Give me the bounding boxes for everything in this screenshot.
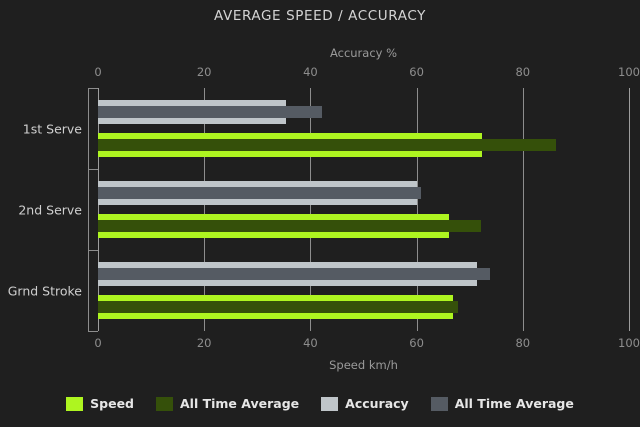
chart-legend: Speed All Time Average Accuracy All Time Av… [0, 396, 640, 411]
speed-ata-bar-2 [98, 301, 459, 313]
chart-title: AVERAGE SPEED / ACCURACY [214, 8, 426, 24]
accuracy-ata-bar-0 [98, 106, 323, 118]
category-label-grnd-stroke: Grnd Stroke [7, 283, 82, 298]
bottom-axis-title: Speed km/h [329, 358, 398, 372]
legend-label-0: Speed [90, 396, 134, 411]
gridline-80 [522, 88, 524, 331]
bottom-axis-tick-0: 0 [94, 336, 102, 350]
gridline-20 [204, 88, 206, 331]
accuracy-ata-bar-1 [98, 187, 421, 199]
legend-label-3: All Time Average [454, 396, 574, 411]
legend-item-1[interactable]: All Time Average [156, 396, 299, 411]
accuracy-ata-bar-2 [98, 268, 490, 280]
legend-swatch-icon-3 [430, 396, 448, 411]
legend-swatch-icon-0 [66, 396, 84, 411]
gridline-0 [98, 88, 99, 331]
speed-bar-1 [98, 214, 449, 220]
category-tick-2 [88, 250, 98, 251]
legend-item-0[interactable]: Speed [66, 396, 134, 411]
accuracy-bar-2 [98, 262, 478, 268]
legend-item-2[interactable]: Accuracy [321, 396, 409, 411]
legend-label-2: Accuracy [345, 396, 409, 411]
legend-label-1: All Time Average [180, 396, 300, 411]
top-axis-tick-80: 80 [515, 65, 531, 79]
legend-swatch-icon-1 [156, 396, 173, 411]
speed-bar-0 [98, 133, 482, 139]
accuracy-bar-1 [98, 181, 418, 187]
speed-ata-bar-1 [98, 220, 481, 232]
gridline-60 [416, 88, 418, 331]
category-axis-end-1 [88, 331, 98, 332]
top-axis-tick-100: 100 [618, 65, 640, 79]
speed-bar-2 [98, 295, 454, 301]
top-axis-title: Accuracy % [329, 46, 398, 60]
top-axis-tick-60: 60 [409, 65, 424, 79]
category-axis-spine [88, 88, 89, 331]
top-axis-tick-labels: 0 20 40 60 80 100 [0, 65, 640, 79]
category-tick-1 [88, 169, 98, 170]
top-axis-tick-40: 40 [303, 65, 318, 79]
bottom-axis-tick-20: 20 [196, 336, 212, 350]
category-label-2nd-serve: 2nd Serve [18, 202, 82, 217]
bottom-axis-tick-100: 100 [618, 336, 640, 350]
legend-swatch-icon-2 [321, 396, 339, 411]
accuracy-bar-2-lower [98, 280, 478, 286]
accuracy-bar-1-lower [98, 199, 418, 205]
speed-ata-bar-0 [98, 139, 557, 151]
speed-bar-2-lower [98, 313, 454, 319]
accuracy-bar-0 [98, 100, 286, 106]
top-axis-tick-20: 20 [196, 65, 212, 79]
bottom-axis-tick-60: 60 [409, 336, 424, 350]
gridline-40 [310, 88, 312, 331]
bottom-axis-tick-labels: 0 20 40 60 80 100 [0, 336, 640, 350]
speed-bar-1-lower [98, 232, 449, 238]
category-label-1st-serve: 1st Serve [22, 121, 82, 136]
top-axis-tick-0: 0 [94, 65, 102, 79]
speed-bar-0-lower [98, 151, 482, 157]
accuracy-bar-0-lower [98, 118, 286, 124]
legend-item-3[interactable]: All Time Average [430, 396, 574, 411]
bottom-axis-tick-80: 80 [515, 336, 531, 350]
category-axis-end-0 [88, 88, 98, 89]
plot-area [98, 88, 630, 331]
gridline-100 [629, 88, 630, 331]
bottom-axis-tick-40: 40 [303, 336, 318, 350]
